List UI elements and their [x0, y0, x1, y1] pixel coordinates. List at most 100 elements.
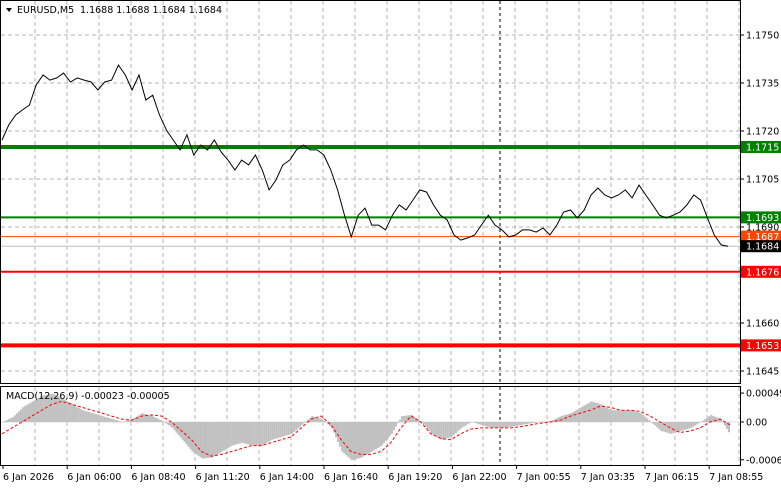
macd-histogram-bar: [446, 422, 449, 438]
macd-histogram-bar: [93, 413, 96, 422]
macd-histogram-bar: [171, 422, 174, 428]
macd-histogram-bar: [341, 422, 344, 452]
x-tick-label: 7 Jan 06:15: [645, 472, 699, 483]
macd-histogram-bar: [261, 422, 264, 446]
macd-histogram-bar: [43, 395, 46, 422]
x-tick-label: 6 Jan 19:20: [388, 472, 442, 483]
macd-histogram-bar: [502, 422, 505, 428]
macd-histogram-bar: [728, 422, 731, 433]
macd-histogram-bar: [646, 418, 649, 422]
axis-labels: 1.1750 1.1735 1.1720 1.1705 1.1690 1.1660 1.16…: [3, 31, 781, 483]
macd-histogram-bar: [594, 402, 597, 422]
macd-histogram-bar: [676, 422, 679, 433]
macd-histogram-bar: [247, 422, 250, 445]
y-tick-label: 1.1735: [746, 79, 779, 90]
macd-histogram-bar: [287, 422, 290, 435]
macd-histogram-bar: [275, 422, 278, 439]
macd-histogram-bar: [299, 422, 302, 427]
macd-histogram-bar: [544, 421, 547, 423]
macd-y-tick-label: 0.00: [746, 418, 767, 429]
macd-histogram-bar: [223, 422, 226, 451]
macd-histogram-bar: [434, 422, 437, 437]
macd-histogram-bar: [207, 422, 210, 458]
macd-histogram-bar: [133, 417, 136, 422]
macd-histogram-bar: [468, 422, 471, 424]
price-levels: [1, 145, 740, 348]
macd-histogram-bar: [592, 401, 595, 422]
macd-histogram-bar: [704, 419, 707, 422]
macd-histogram-bar: [265, 422, 268, 444]
macd-histogram-bar: [586, 403, 589, 422]
macd-histogram-bar: [534, 422, 537, 423]
resistance-level-tag: [741, 339, 781, 352]
macd-histogram-bar: [462, 422, 465, 427]
macd-histogram-bar: [682, 422, 685, 431]
macd-histogram-bar: [131, 419, 134, 422]
macd-histogram-bar: [588, 402, 591, 422]
support-level-label: 1.1715: [746, 143, 779, 154]
macd-histogram-bar: [674, 422, 677, 433]
macd-histogram-bar: [231, 422, 234, 446]
macd-histogram-bar: [404, 415, 407, 422]
macd-histogram-bar: [630, 410, 633, 422]
macd-histogram-bar: [694, 422, 697, 426]
ohlc-label: 1.1688 1.1688 1.1684 1.1684: [80, 5, 222, 16]
macd-histogram-bar: [25, 404, 28, 422]
x-tick-label: 7 Jan 08:55: [709, 472, 763, 483]
macd-histogram-bar: [117, 420, 120, 422]
macd-histogram-bar: [612, 410, 615, 422]
macd-histogram-bar: [580, 407, 583, 422]
macd-histogram-bar: [488, 422, 491, 428]
macd-histogram-bar: [27, 403, 30, 422]
macd-histogram-bar: [508, 422, 511, 427]
chart-header: EURUSD,M5 1.1688 1.1688 1.1684 1.1684: [6, 5, 222, 16]
macd-histogram-bar: [498, 422, 501, 428]
macd-histogram-bar: [492, 422, 495, 428]
macd-histogram-bar: [313, 416, 316, 422]
macd-histogram-bar: [113, 419, 116, 422]
bid-price-tag: [741, 240, 781, 253]
macd-histogram-bar: [556, 417, 559, 422]
macd-histogram-bar: [572, 411, 575, 422]
macd-histogram-bar: [135, 416, 138, 422]
macd-histogram-bar: [339, 422, 342, 447]
macd-histogram-bar: [267, 422, 270, 443]
macd-histogram-bar: [412, 416, 415, 422]
macd-histogram-bar: [634, 411, 637, 422]
macd-histogram-bar: [349, 422, 352, 459]
macd-histogram-bar: [41, 395, 44, 422]
macd-histogram-bar: [396, 422, 399, 424]
macd-histogram-bar: [359, 422, 362, 458]
macd-histogram-bar: [570, 413, 573, 422]
macd-histogram-bar: [652, 422, 655, 424]
macd-histogram-bar: [708, 416, 711, 422]
macd-histogram-bar: [458, 422, 461, 430]
macd-histogram-bar: [718, 418, 721, 422]
macd-pane: [1, 393, 740, 461]
macd-histogram-bar: [95, 414, 98, 422]
macd-histogram-bar: [464, 422, 467, 426]
macd-histogram-bar: [347, 422, 350, 457]
macd-histogram-bar: [526, 422, 529, 424]
macd-histogram-bar: [23, 406, 26, 422]
macd-histogram-bar: [490, 422, 493, 428]
macd-histogram-bar: [684, 422, 687, 430]
x-tick-label: 6 Jan 16:40: [324, 472, 378, 483]
macd-histogram-bar: [187, 422, 190, 447]
macd-histogram-bar: [103, 416, 106, 422]
macd-histogram-bar: [452, 422, 455, 435]
macd-histogram-bar: [77, 407, 80, 422]
macd-histogram-bar: [626, 410, 629, 422]
dropdown-triangle-icon[interactable]: [6, 8, 12, 12]
support-level-tag: [741, 211, 781, 224]
macd-histogram-bar: [215, 422, 218, 456]
macd-histogram-bar: [271, 422, 274, 440]
macd-histogram-bar: [45, 394, 48, 422]
macd-histogram-bar: [726, 422, 729, 429]
main-pane-border: [0, 0, 741, 384]
macd-histogram-bar: [149, 415, 152, 422]
macd-histogram-bar: [410, 414, 413, 422]
macd-histogram-bar: [466, 422, 469, 425]
macd-histogram-bar: [392, 422, 395, 431]
